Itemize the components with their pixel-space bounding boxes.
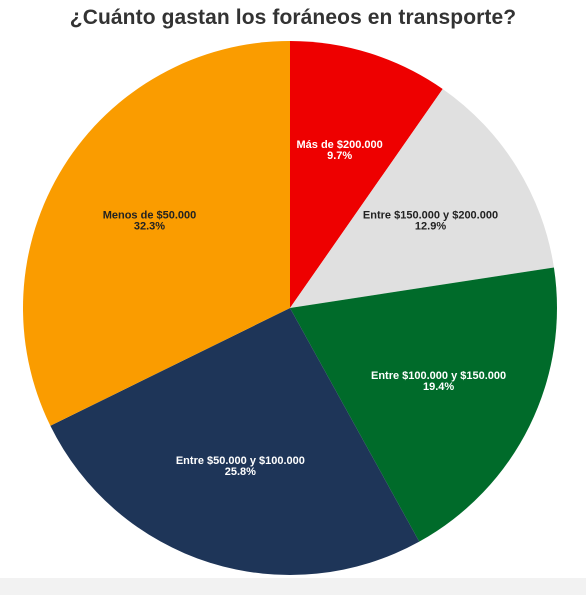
slice-percent-label: 9.7% (327, 150, 352, 162)
pie-slices (22, 41, 557, 575)
slice-category-label: Menos de $50.000 (103, 209, 197, 221)
slice-entre-150-000-y-200-000[interactable] (290, 88, 554, 308)
slice-mas-de-200-000[interactable] (290, 41, 443, 308)
slice-percent-label: 25.8% (225, 466, 256, 478)
slice-entre-100-000-y-150-000[interactable] (290, 267, 557, 542)
slice-percent-label: 32.3% (134, 220, 165, 232)
slice-category-label: Entre $150.000 y $200.000 (363, 209, 498, 221)
slice-category-label: Entre $50.000 y $100.000 (176, 455, 305, 467)
slice-menos-de-50-000[interactable] (22, 41, 290, 426)
slice-percent-label: 19.4% (423, 381, 454, 393)
slice-category-label: Entre $100.000 y $150.000 (371, 370, 506, 382)
bottom-strip (0, 578, 586, 595)
chart-title: ¿Cuánto gastan los foráneos en transport… (69, 6, 517, 29)
slice-category-label: Más de $200.000 (297, 139, 383, 151)
slice-percent-label: 12.9% (415, 220, 446, 232)
slice-entre-50-000-y-100-000[interactable] (50, 308, 420, 575)
